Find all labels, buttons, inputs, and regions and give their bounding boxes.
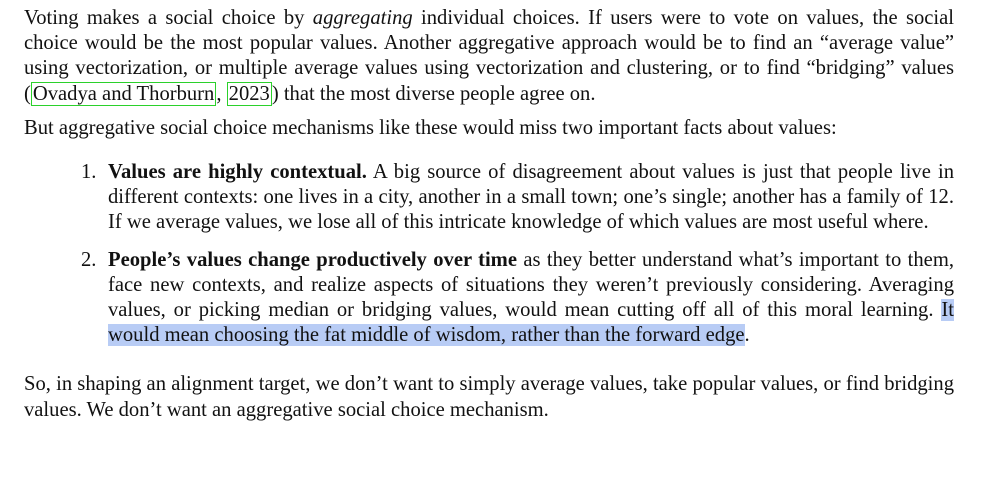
list-item-heading: Values are highly contextual. bbox=[108, 161, 367, 184]
list-item-end: . bbox=[744, 324, 750, 347]
list-number: 1. bbox=[81, 161, 97, 184]
list-item-heading: People’s values change productively over… bbox=[108, 248, 517, 271]
citation-link-authors[interactable]: Ovadya and Thorburn bbox=[30, 81, 217, 106]
para1-post: ) that the most diverse people agree on. bbox=[271, 82, 596, 105]
list-item-contextual: 1. Values are highly contextual. A big so… bbox=[24, 160, 954, 236]
paragraph-conclusion: So, in shaping an alignment target, we d… bbox=[24, 373, 954, 421]
list-number: 2. bbox=[81, 248, 97, 271]
citation-separator: , bbox=[216, 82, 227, 105]
para1-mid: individual choices. If users were to vot… bbox=[24, 7, 954, 105]
list-item-text: as they better understand what’s importa… bbox=[108, 248, 954, 322]
paragraph-aggregation: Voting makes a social choice by aggregat… bbox=[24, 6, 954, 107]
citation-link-year[interactable]: 2023 bbox=[226, 81, 272, 106]
para1-emphasis: aggregating bbox=[312, 7, 413, 29]
list-item-text: A big source of disagreement about value… bbox=[108, 161, 954, 234]
document-page: Voting makes a social choice by aggregat… bbox=[24, 6, 954, 423]
list-item-change-over-time: 2. People’s values change productively ov… bbox=[24, 248, 954, 349]
para1-pre: Voting makes a social choice by bbox=[24, 7, 313, 29]
facts-list: 1. Values are highly contextual. A big so… bbox=[24, 160, 954, 348]
paragraph-intro-list: But aggregative social choice mechanisms… bbox=[24, 116, 837, 139]
